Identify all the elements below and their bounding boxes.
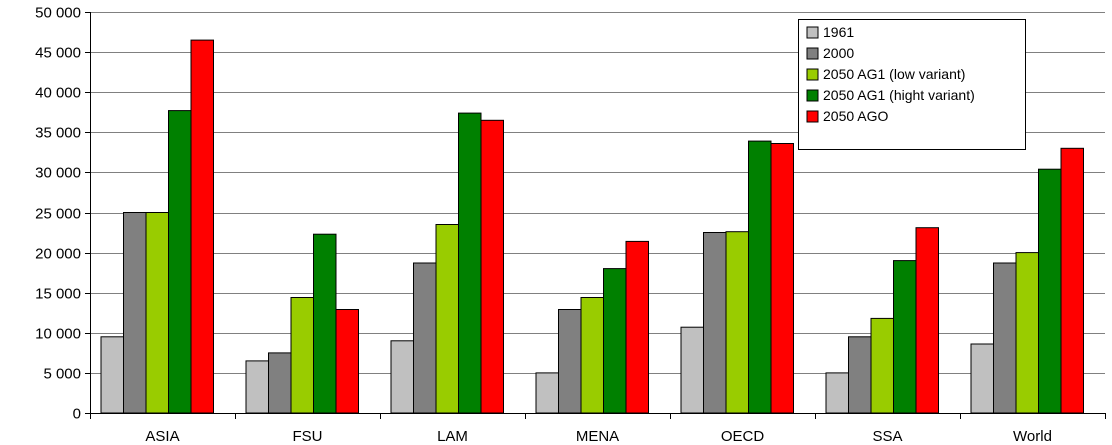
- y-tick-label: 25 000: [35, 206, 81, 223]
- bar: [100, 336, 124, 414]
- bar: [435, 224, 459, 414]
- bar: [770, 143, 794, 414]
- bar: [268, 352, 292, 414]
- bar: [535, 372, 559, 414]
- axes: 0 5 000 10 000 15 000 20 000 25 000 30 000 35 0…: [35, 5, 1106, 445]
- legend-swatch: [806, 26, 819, 39]
- bar: [313, 233, 337, 414]
- bar: [603, 268, 627, 414]
- legend-swatch: [806, 47, 819, 60]
- bar: [625, 240, 649, 414]
- legend-label: 2050 AG1 (hight variant): [823, 87, 975, 103]
- bar: [993, 262, 1017, 414]
- legend-box: [798, 19, 1026, 150]
- legend-swatch: [806, 89, 819, 102]
- y-tick-label: 35 000: [35, 125, 81, 142]
- bar: [893, 260, 917, 414]
- bar: [168, 110, 192, 414]
- x-tick-label: OECD: [721, 428, 765, 445]
- bar: [870, 317, 894, 414]
- bar: [1038, 168, 1062, 414]
- legend-swatch: [806, 110, 819, 123]
- bar: [290, 297, 314, 414]
- legend-swatch: [806, 68, 819, 81]
- bar: [825, 372, 849, 414]
- y-tick-label: 30 000: [35, 165, 81, 182]
- bar: [1060, 147, 1084, 414]
- bar: [190, 39, 214, 414]
- y-tick-label: 50 000: [35, 5, 81, 22]
- y-tick-label: 40 000: [35, 85, 81, 102]
- bar: [145, 212, 169, 414]
- bar: [580, 297, 604, 414]
- bar: [748, 140, 772, 414]
- bar: [123, 212, 147, 414]
- bar: [413, 262, 437, 414]
- x-tick-label: FSU: [293, 428, 323, 445]
- y-tick-label: 5 000: [43, 366, 81, 383]
- bar: [970, 343, 994, 414]
- bar: [848, 336, 872, 414]
- bar: [680, 326, 704, 414]
- legend-label: 2050 AGO: [823, 108, 888, 124]
- bar: [480, 119, 504, 414]
- y-tick-label: 20 000: [35, 246, 81, 263]
- y-tick-label: 45 000: [35, 45, 81, 62]
- legend: 1961 2000 2050 AG1 (low variant) 2050 AG1 (…: [798, 19, 1026, 150]
- bar: [725, 231, 749, 414]
- legend-label: 1961: [823, 24, 854, 40]
- legend-label: 2000: [823, 45, 854, 61]
- x-tick-label: World: [1013, 428, 1052, 445]
- x-tick-label: ASIA: [145, 428, 179, 445]
- y-tick-label: 0: [73, 406, 81, 423]
- legend-label: 2050 AG1 (low variant): [823, 66, 965, 82]
- gridlines: [90, 12, 1105, 374]
- bar-series-group: [100, 39, 1084, 414]
- bar: [915, 227, 939, 414]
- x-tick-label: MENA: [576, 428, 619, 445]
- bar: [703, 232, 727, 414]
- bar: [335, 309, 359, 414]
- y-tick-label: 15 000: [35, 286, 81, 303]
- bar: [245, 360, 269, 414]
- bar: [458, 112, 482, 414]
- bar: [1015, 252, 1039, 414]
- y-tick-label: 10 000: [35, 326, 81, 343]
- x-tick-label: SSA: [872, 428, 902, 445]
- bar: [558, 309, 582, 414]
- bar: [390, 340, 414, 414]
- x-tick-label: LAM: [437, 428, 468, 445]
